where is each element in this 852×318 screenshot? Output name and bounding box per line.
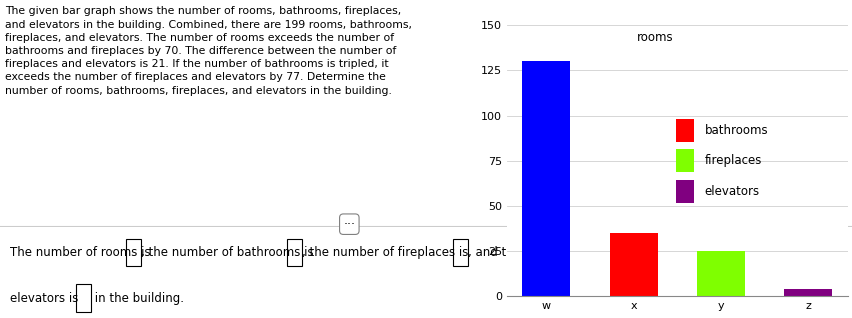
Bar — [287, 239, 302, 266]
Text: , and the number of: , and the number of — [469, 246, 586, 259]
Text: in the building.: in the building. — [91, 292, 184, 305]
Bar — [76, 285, 91, 312]
Text: ···: ··· — [343, 218, 355, 231]
Text: elevators is: elevators is — [10, 292, 83, 305]
Bar — [610, 233, 658, 296]
Bar — [522, 61, 571, 296]
Bar — [453, 239, 469, 266]
Text: fireplaces: fireplaces — [705, 154, 762, 167]
Bar — [676, 119, 694, 142]
Bar — [126, 239, 141, 266]
Text: rooms: rooms — [636, 31, 673, 44]
Text: , the number of fireplaces is: , the number of fireplaces is — [302, 246, 472, 259]
Text: elevators: elevators — [705, 185, 760, 198]
Text: bathrooms: bathrooms — [705, 124, 769, 137]
Bar — [676, 149, 694, 172]
Text: , the number of bathrooms is: , the number of bathrooms is — [141, 246, 318, 259]
Bar — [676, 180, 694, 203]
Text: The given bar graph shows the number of rooms, bathrooms, fireplaces,
and elevat: The given bar graph shows the number of … — [5, 6, 412, 96]
Bar — [784, 288, 832, 296]
Text: The number of rooms is: The number of rooms is — [10, 246, 154, 259]
Bar — [697, 251, 745, 296]
